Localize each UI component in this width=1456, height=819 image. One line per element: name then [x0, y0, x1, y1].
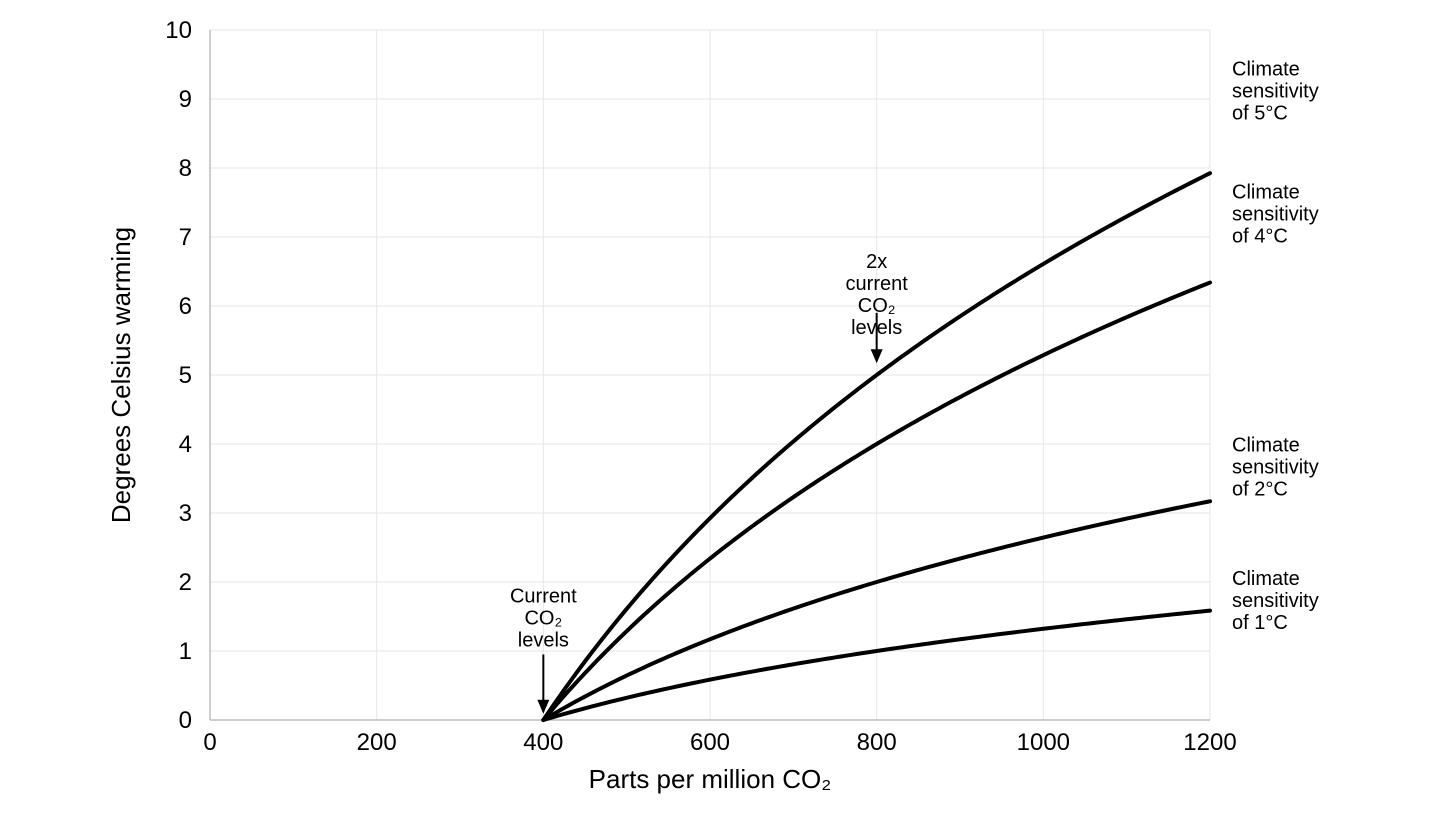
svg-text:2: 2 [179, 569, 192, 596]
svg-text:7: 7 [179, 224, 192, 251]
svg-text:3: 3 [179, 500, 192, 527]
svg-text:0: 0 [203, 729, 216, 756]
y-axis-label: Degrees Celsius warming [106, 227, 136, 523]
svg-text:600: 600 [690, 729, 730, 756]
svg-text:1: 1 [179, 638, 192, 665]
svg-text:5: 5 [179, 362, 192, 389]
svg-text:9: 9 [179, 86, 192, 113]
climate-sensitivity-chart: 0 200 400 600 800 1000 1200 0 1 2 3 4 5 6 7 8 9 10 Parts p… [0, 0, 1456, 819]
svg-text:400: 400 [523, 729, 563, 756]
svg-text:6: 6 [179, 293, 192, 320]
svg-text:200: 200 [357, 729, 397, 756]
chart-svg: 0 200 400 600 800 1000 1200 0 1 2 3 4 5 6 7 8 9 10 Parts p… [0, 0, 1456, 819]
svg-text:1000: 1000 [1017, 729, 1070, 756]
svg-text:1200: 1200 [1183, 729, 1236, 756]
svg-text:10: 10 [165, 17, 192, 44]
svg-text:800: 800 [857, 729, 897, 756]
x-axis-label: Parts per million CO₂ [589, 764, 832, 794]
svg-text:4: 4 [179, 431, 192, 458]
svg-text:0: 0 [179, 707, 192, 734]
svg-text:8: 8 [179, 155, 192, 182]
